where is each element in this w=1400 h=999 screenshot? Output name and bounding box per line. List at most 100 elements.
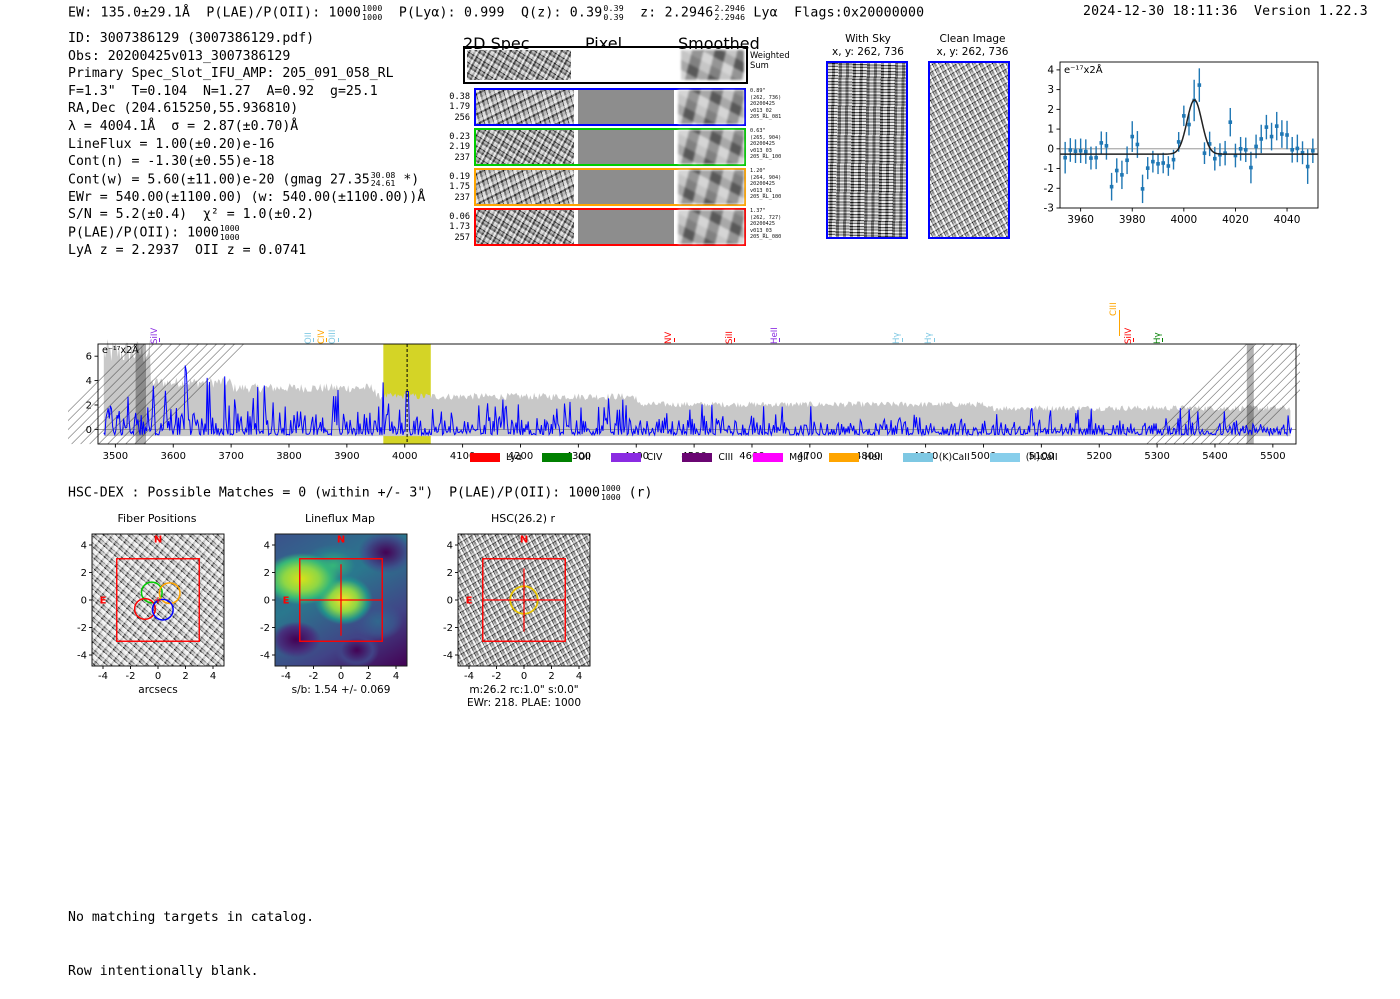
- fiber-2-meta: 0.63" (265, 904) 20200425 v013_03 205_RL…: [750, 128, 782, 161]
- emission-line-tick: [159, 338, 161, 342]
- lineflux-map-caption: s/b: 1.54 +/- 0.069: [292, 684, 391, 696]
- weighted-sum-pixelflat: [575, 48, 678, 82]
- cutout-withsky-coords: x, y: 262, 736: [832, 46, 904, 58]
- panel-hsc-r-title: HSC(26.2) r: [490, 512, 556, 525]
- svg-text:N: N: [337, 534, 345, 545]
- emission-line-tick: [779, 338, 781, 342]
- svg-text:0: 0: [521, 671, 527, 682]
- svg-text:4200: 4200: [508, 451, 533, 462]
- svg-text:-4: -4: [464, 671, 474, 682]
- emission-line-tick: [1118, 310, 1120, 336]
- svg-text:4: 4: [81, 540, 87, 551]
- svg-text:2: 2: [86, 400, 92, 411]
- emission-line-tick: [933, 338, 935, 342]
- emission-line-tick: [313, 338, 315, 342]
- svg-text:4040: 4040: [1274, 214, 1301, 226]
- svg-text:3: 3: [1047, 84, 1054, 96]
- legend-label-lyα: Lyα: [506, 452, 522, 463]
- panel-fiber-positions-title: Fiber Positions: [117, 512, 197, 525]
- legend-label-mgii: MgII: [789, 452, 809, 463]
- info-cont-n: Cont(n) = -1.30(±0.55)e-18: [68, 154, 275, 170]
- header-ew: EW: 135.0±29.1Å: [68, 5, 191, 21]
- svg-text:-4: -4: [77, 650, 87, 661]
- fiber-circle-1: [158, 582, 181, 605]
- cutout-clean-coords: x, y: 262, 736: [936, 46, 1009, 58]
- cutout-withsky-title: With Sky: [845, 33, 891, 45]
- info-plae: P(LAE)/P(OII): 10001000 1000: [68, 223, 240, 242]
- cutout-clean-title: Clean Image: [939, 33, 1006, 45]
- info-plae-frac: 1000 1000: [219, 223, 240, 242]
- header-version: Version 1.22.3: [1253, 4, 1368, 19]
- legend-swatch-ciii: [682, 453, 713, 462]
- svg-text:5000: 5000: [971, 451, 996, 462]
- gmag-frac: 30.08 24.61: [370, 169, 396, 189]
- emission-line-tick: [901, 338, 903, 342]
- svg-text:-2: -2: [126, 671, 136, 682]
- svg-text:5200: 5200: [1087, 451, 1112, 462]
- fiber-row-2: [474, 128, 746, 166]
- info-obs: Obs: 20200425v013_3007386129: [68, 48, 291, 64]
- fiber-3-nums: 0.19 1.75 237: [449, 172, 470, 203]
- fiber-circle-2: [133, 597, 156, 620]
- svg-text:-2: -2: [492, 671, 502, 682]
- svg-text:0: 0: [155, 671, 161, 682]
- svg-text:4: 4: [393, 671, 399, 682]
- fiber-1-nums: 0.38 1.79 256: [449, 92, 470, 123]
- info-seeing: F=1.3" T=0.104 N=1.27 A=0.92 g=25.1: [68, 83, 378, 99]
- svg-text:3700: 3700: [218, 451, 243, 462]
- legend-swatch-oii: [541, 453, 572, 462]
- footer-line-2: Row intentionally blank.: [68, 964, 259, 979]
- header-datetime: 2024-12-30 18:11:36: [1083, 4, 1238, 19]
- emission-line-tick: [337, 338, 339, 342]
- info-cont-w: Cont(w) = 5.60(±11.00)e-20 (gmag 27.3530…: [68, 169, 420, 189]
- svg-text:-4: -4: [260, 650, 270, 661]
- svg-text:4700: 4700: [797, 451, 822, 462]
- info-id: ID: 3007386129 (3007386129.pdf): [68, 31, 315, 46]
- svg-text:4300: 4300: [566, 451, 591, 462]
- svg-text:-2: -2: [260, 623, 270, 634]
- svg-text:3980: 3980: [1119, 214, 1146, 226]
- svg-text:3900: 3900: [334, 451, 359, 462]
- legend-label-hcaii: (H)CaII: [1025, 452, 1058, 463]
- svg-text:E: E: [283, 596, 290, 607]
- fiber-row-1: [474, 88, 746, 126]
- cutout-withsky-image: [826, 61, 908, 239]
- svg-text:4000: 4000: [392, 451, 417, 462]
- svg-text:0: 0: [1047, 143, 1054, 155]
- svg-text:2: 2: [182, 671, 188, 682]
- header-summary: EW: 135.0±29.1Å P(LAE)/P(OII): 10001000 1…: [68, 4, 924, 21]
- svg-text:2: 2: [1047, 104, 1054, 116]
- svg-text:4: 4: [1047, 64, 1054, 76]
- svg-text:3600: 3600: [161, 451, 186, 462]
- hscdex-headline: HSC-DEX : Possible Matches = 0 (within +…: [68, 483, 653, 502]
- svg-text:2: 2: [447, 568, 453, 579]
- svg-text:4800: 4800: [855, 451, 880, 462]
- legend-swatch-lyα: [470, 453, 500, 462]
- hsc-r-caption-1: m:26.2 rc:1.0" s:0.0": [469, 684, 578, 696]
- fiber-positions-caption: arcsecs: [138, 684, 177, 696]
- cutout-clean-image: [928, 61, 1010, 239]
- hscdex-plae-frac: 1000 1000: [600, 483, 621, 502]
- svg-text:5400: 5400: [1202, 451, 1227, 462]
- fiber-1-meta: 0.89" (262, 736) 20200425 v013_02 205_RL…: [750, 88, 782, 121]
- fiber-3-meta: 1.20" (264, 904) 20200425 v013_01 205_RL…: [750, 168, 782, 201]
- fiber-circle-0: [140, 581, 163, 604]
- legend-swatch-heii: [828, 453, 859, 462]
- svg-text:-2: -2: [443, 623, 453, 634]
- svg-text:2: 2: [548, 671, 554, 682]
- header-line: Lyα: [753, 5, 778, 21]
- svg-text:2: 2: [365, 671, 371, 682]
- svg-text:3960: 3960: [1067, 214, 1094, 226]
- svg-text:-2: -2: [1044, 183, 1054, 195]
- emission-line-label-ciii-9: CIII: [1109, 302, 1120, 316]
- info-lineflux: LineFlux = 1.00(±0.20)e-16: [68, 136, 275, 152]
- hsc-r-caption-2: EWr: 218. PLAE: 1000: [467, 697, 581, 709]
- spectrum-legend: Lyα OII CIV CIII MgII HeII (K)CaII (H)CaII: [470, 447, 1058, 466]
- emission-line-tick: [1133, 338, 1135, 342]
- svg-text:2: 2: [81, 568, 87, 579]
- info-radec: RA,Dec (204.615250,55.936810): [68, 101, 299, 117]
- svg-text:3500: 3500: [103, 451, 128, 462]
- footer-line-1: No matching targets in catalog.: [68, 910, 315, 925]
- svg-text:0: 0: [86, 425, 92, 436]
- svg-text:E: E: [100, 596, 107, 607]
